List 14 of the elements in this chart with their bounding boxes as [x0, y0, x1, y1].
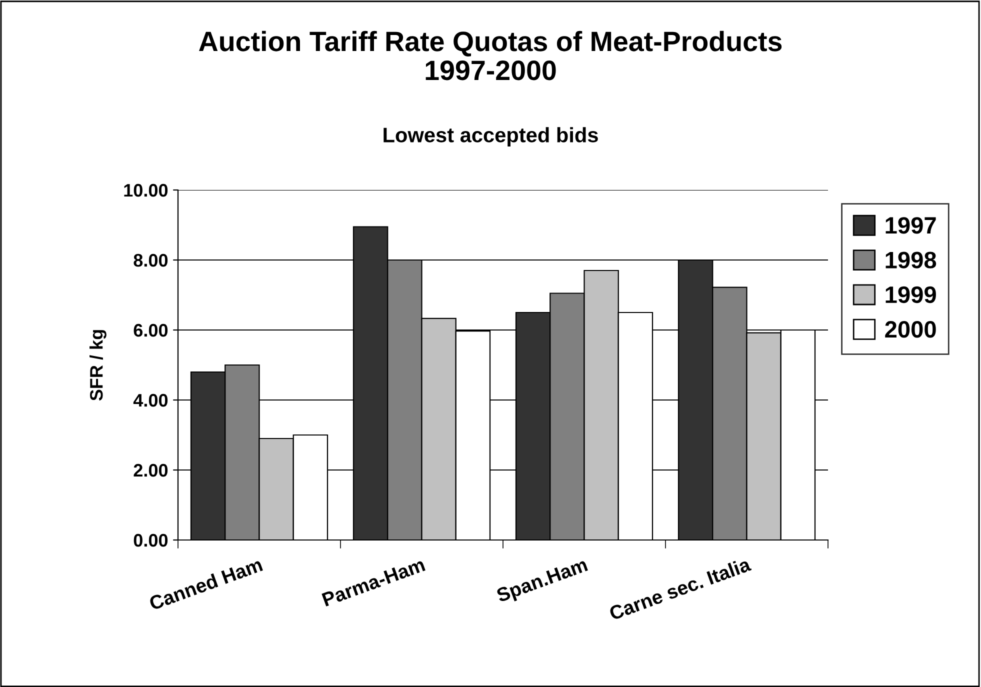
y-tick-label: 0.00	[134, 534, 168, 547]
legend-label: 1997	[886, 217, 936, 234]
y-axis-title: SFR / kg	[90, 330, 106, 401]
x-tick-label: Carne sec. Italia	[608, 556, 752, 620]
y-tick-label: 10.00	[124, 184, 168, 197]
legend-label: 2000	[885, 321, 936, 338]
legend-label: 1999	[886, 286, 936, 304]
y-tick-label: 2.00	[134, 464, 168, 477]
legend-label: 1998	[886, 252, 936, 268]
y-tick-label: 4.00	[133, 394, 168, 407]
y-tick-label: 6.00	[134, 324, 168, 337]
chart-title: Auction Tariff Rate Quotas of Meat-Products 1997-2000	[199, 30, 782, 80]
y-tick-label: 8.00	[134, 254, 168, 267]
chart-subtitle: Lowest accepted bids	[384, 127, 598, 147]
